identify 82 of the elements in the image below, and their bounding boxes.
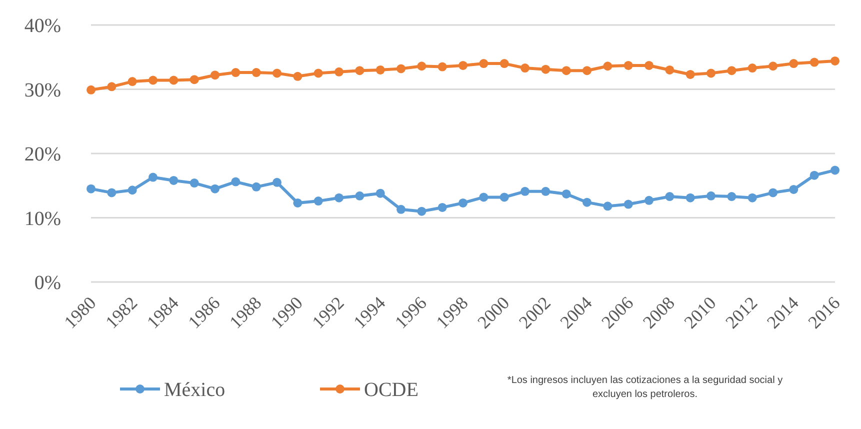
point [768, 62, 778, 71]
point [169, 76, 178, 85]
point [562, 189, 571, 198]
point [520, 186, 530, 196]
point [334, 193, 344, 202]
point [727, 192, 736, 202]
point [128, 186, 137, 195]
point [107, 188, 116, 198]
point [334, 67, 344, 76]
point [624, 200, 633, 209]
point [252, 182, 261, 192]
point [748, 193, 757, 202]
point [830, 56, 840, 66]
point [86, 85, 96, 94]
point [231, 68, 240, 78]
point [582, 198, 592, 207]
point [520, 64, 530, 73]
point [376, 188, 385, 198]
legend-label: México [164, 379, 226, 401]
point [541, 186, 550, 196]
point [314, 68, 323, 78]
point [86, 184, 96, 194]
y-tick-label: 0% [34, 272, 61, 294]
point [438, 202, 447, 212]
point [748, 64, 757, 73]
point [789, 59, 798, 68]
point [148, 76, 158, 85]
point [438, 62, 447, 72]
point [706, 68, 716, 78]
point [582, 66, 592, 76]
point [148, 172, 158, 182]
point [458, 60, 468, 70]
point [500, 192, 509, 202]
point [128, 77, 137, 86]
point [272, 178, 282, 187]
point [417, 62, 426, 71]
point [665, 65, 674, 74]
point [541, 64, 550, 74]
point [686, 70, 695, 79]
point [355, 66, 364, 76]
point [768, 188, 778, 198]
point [479, 59, 488, 68]
y-tick-label: 30% [24, 79, 61, 102]
y-tick-label: 20% [24, 144, 61, 166]
point [665, 192, 674, 202]
point [603, 62, 612, 71]
point [479, 192, 488, 202]
point [500, 59, 509, 68]
point [706, 191, 716, 200]
point [810, 58, 819, 67]
point [458, 198, 468, 208]
point [396, 64, 406, 74]
y-tick-label: 10% [24, 208, 61, 230]
point [727, 66, 736, 76]
point [789, 184, 798, 194]
text: *Los ingresos incluyen las cotizaciones a la seguridad social y excluyen los petroleros. [507, 375, 783, 400]
point [644, 60, 654, 70]
point [603, 202, 612, 211]
point [686, 193, 695, 202]
point [562, 66, 571, 76]
point [190, 178, 199, 188]
point [107, 82, 116, 92]
point [314, 196, 323, 206]
point [624, 60, 633, 70]
point [190, 75, 199, 84]
point [231, 177, 240, 186]
point [252, 68, 261, 78]
point [376, 65, 385, 74]
point [293, 72, 302, 81]
point [355, 191, 364, 200]
point [396, 204, 406, 214]
point [169, 176, 178, 185]
legend-label: OCDE [364, 379, 418, 401]
point [644, 196, 654, 205]
point [293, 198, 302, 208]
point [272, 68, 282, 78]
point [417, 206, 426, 216]
point [810, 170, 819, 180]
point [210, 184, 220, 194]
y-tick-label: 40% [24, 15, 61, 37]
point [210, 70, 220, 80]
point [830, 166, 840, 175]
